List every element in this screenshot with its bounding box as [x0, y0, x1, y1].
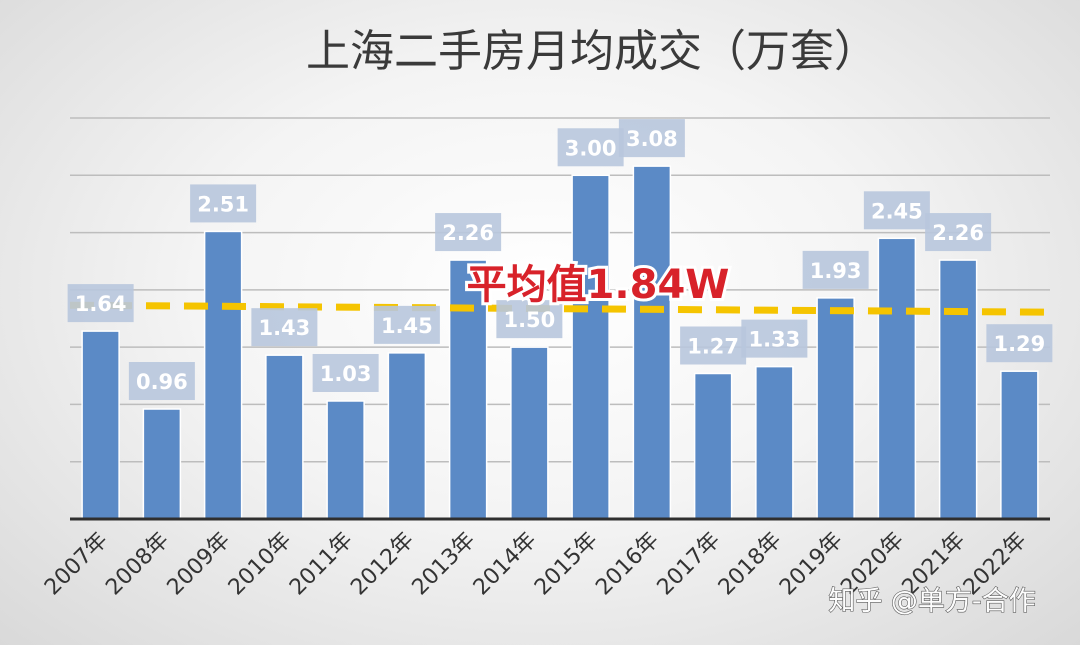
data-label-box [986, 324, 1053, 363]
bar [693, 372, 733, 520]
average-label: 平均值1.84W [467, 262, 730, 308]
data-label: 1.93 [810, 259, 862, 283]
data-label-box [435, 213, 502, 252]
bar [81, 330, 120, 520]
x-tick-label: 2016年 [591, 528, 664, 601]
bar [265, 354, 304, 520]
data-label: 1.43 [258, 316, 310, 340]
data-label-box [190, 184, 257, 223]
data-label-box [557, 128, 624, 167]
data-label-box [251, 308, 318, 347]
bar [448, 259, 488, 520]
bar [326, 400, 365, 520]
data-label: 2.26 [442, 221, 494, 245]
data-label: 2.45 [871, 199, 923, 223]
data-label: 3.00 [565, 136, 617, 160]
data-label: 1.64 [75, 292, 127, 316]
bar [571, 174, 610, 520]
bars [81, 165, 1039, 520]
data-label: 1.29 [993, 332, 1045, 356]
average-line [69, 301, 1051, 316]
bar [387, 352, 427, 520]
x-tick-label: 2010年 [224, 528, 297, 601]
data-label: 1.50 [503, 308, 555, 332]
bar [755, 365, 794, 520]
data-label-box [496, 300, 563, 339]
bar [142, 408, 182, 520]
data-label-box [618, 119, 685, 158]
data-label: 1.33 [748, 328, 800, 352]
data-label-box [67, 284, 134, 323]
data-label-box [802, 250, 869, 289]
data-labels: 1.64 0.96 2.51 1.43 1.03 1.45 2.26 1.50 3.00 3.08… [67, 119, 1053, 401]
data-label: 3.08 [626, 127, 678, 151]
data-label-box [312, 353, 379, 392]
data-label: 1.03 [320, 362, 372, 386]
x-tick-label: 2007年 [40, 528, 113, 601]
data-label-box [925, 213, 992, 252]
bar [938, 259, 978, 520]
data-label: 2.26 [932, 221, 984, 245]
data-label: 1.45 [381, 314, 433, 338]
bar [816, 297, 855, 520]
watermark: 知乎 @单方-合作 [828, 586, 1035, 617]
bar [203, 230, 243, 520]
x-tick-label: 2018年 [714, 528, 787, 601]
x-tick-label: 2013年 [408, 528, 481, 601]
data-label-box [680, 326, 747, 365]
data-label: 0.96 [136, 370, 188, 394]
bar [1000, 370, 1039, 520]
bar [877, 237, 917, 520]
x-tick-label: 2008年 [101, 528, 174, 601]
bar [510, 346, 549, 520]
data-label-box [741, 319, 808, 358]
data-label-box [373, 305, 440, 344]
x-tick-label: 2017年 [653, 528, 726, 601]
data-label: 2.51 [197, 192, 249, 216]
data-label-box [863, 191, 930, 230]
data-label-box [128, 362, 195, 401]
x-tick-label: 2011年 [285, 528, 358, 601]
x-tick-label: 2009年 [163, 528, 236, 601]
chart-title: 上海二手房月均成交（万套） [306, 26, 878, 77]
data-label: 1.27 [687, 334, 739, 358]
bar [632, 165, 672, 520]
x-tick-label: 2012年 [346, 528, 419, 601]
x-tick-label: 2014年 [469, 528, 542, 601]
x-tick-label: 2015年 [530, 528, 603, 601]
